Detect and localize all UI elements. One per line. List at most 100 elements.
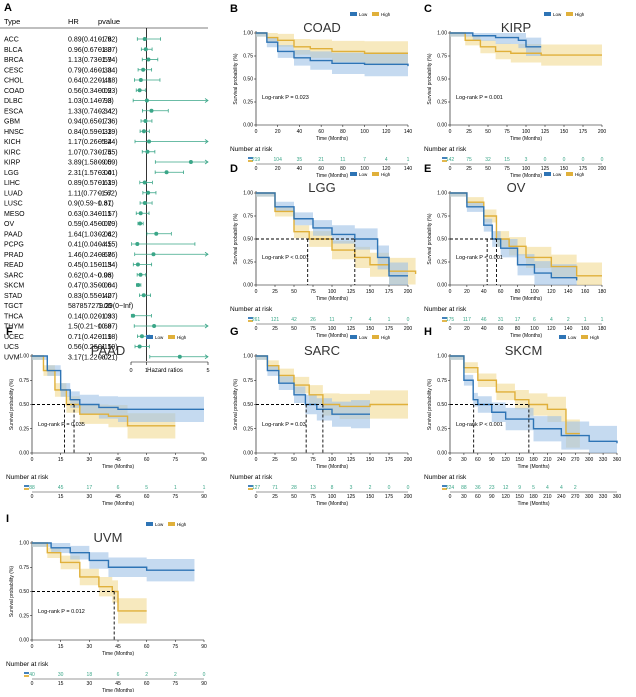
risk-count-low: 0 xyxy=(582,157,585,163)
forest-point xyxy=(142,201,147,205)
risk-count-low: 1 xyxy=(584,317,587,323)
forest-type-label: LGG xyxy=(4,170,19,177)
forest-hr-label: 0.89(0.57~1.39) xyxy=(68,180,118,187)
forest-col-hr: HR xyxy=(68,17,79,26)
forest-pvalue-label: 0.74 xyxy=(98,149,112,156)
km-x-tick-label: 20 xyxy=(275,129,281,135)
risk-x-tick-label: 160 xyxy=(581,326,590,332)
legend-label-high: High xyxy=(177,335,187,340)
forest-pvalue-label: 0.69 xyxy=(98,324,112,331)
km-x-tick-label: 150 xyxy=(366,289,375,295)
risk-count-low: 1 xyxy=(407,157,410,163)
km-x-tick-label: 40 xyxy=(297,129,303,135)
forest-pvalue-label: 0.33 xyxy=(98,129,112,136)
km-x-tick-label: 140 xyxy=(564,289,573,295)
risk-count-low: 2 xyxy=(174,672,177,678)
km-y-tick-label: 0.50 xyxy=(243,77,253,83)
km-y-tick-label: 0.00 xyxy=(243,451,253,457)
risk-count-low: 4 xyxy=(369,317,372,323)
km-y-tick-label: 0.25 xyxy=(19,613,29,619)
forest-type-label: PCPG xyxy=(4,242,24,249)
km-y-tick-label: 0.00 xyxy=(19,638,29,644)
forest-hr-label: 1.46(0.24~8.76) xyxy=(68,252,118,259)
legend-label-low: Low xyxy=(155,522,164,527)
forest-hr-label: 0.96(0.67~1.37) xyxy=(68,47,118,54)
km-x-tick-label: 50 xyxy=(291,289,297,295)
risk-count-low: 104 xyxy=(274,157,283,163)
risk-count-low: 35 xyxy=(297,157,303,163)
risk-x-tick-label: 0 xyxy=(31,494,34,500)
risk-count-low: 0 xyxy=(203,672,206,678)
km-title: KIRP xyxy=(501,20,531,35)
km-x-label: Time (Months) xyxy=(102,651,134,657)
forest-pvalue-label: 0.15 xyxy=(98,344,112,351)
forest-type-label: SARC xyxy=(4,272,23,279)
forest-pvalue-label: 0.68 xyxy=(98,252,112,259)
risk-x-tick-label: 360 xyxy=(613,494,622,500)
forest-hr-label: 0.94(0.65~1.36) xyxy=(68,119,118,126)
risk-x-tick-label: 100 xyxy=(530,326,539,332)
km-x-tick-label: 0 xyxy=(255,289,258,295)
forest-point xyxy=(152,324,157,328)
risk-x-label: Time (Months) xyxy=(316,333,348,339)
forest-ci-arrow xyxy=(204,98,209,103)
km-x-tick-label: 180 xyxy=(598,289,607,295)
km-y-label: Survival probability (%) xyxy=(427,379,433,430)
forest-hr-label: 0.64(0.22~1.88) xyxy=(68,78,118,85)
km-band-low xyxy=(256,33,408,80)
km-y-tick-label: 1.00 xyxy=(437,191,447,197)
forest-ci-arrow xyxy=(204,139,209,144)
km-pvalue: Log-rank P = 0.035 xyxy=(38,422,85,428)
km-x-tick-label: 60 xyxy=(144,457,150,463)
km-curve-low xyxy=(450,32,542,48)
km-x-tick-label: 80 xyxy=(340,129,346,135)
forest-type-label: THCA xyxy=(4,313,23,320)
legend-label-high: High xyxy=(381,172,391,177)
legend-swatch-high xyxy=(168,335,175,339)
risk-x-tick-label: 140 xyxy=(564,326,573,332)
forest-hr-label: 1.13(0.73~1.74) xyxy=(68,57,118,64)
forest-col-pvalue: pvalue xyxy=(98,17,120,26)
risk-x-tick-label: 80 xyxy=(340,166,346,172)
forest-type-label: UCS xyxy=(4,344,19,351)
forest-pvalue-label: 0.38 xyxy=(98,67,112,74)
forest-ci-arrow xyxy=(204,159,209,165)
forest-pvalue-label: 0.45 xyxy=(98,242,112,249)
legend-swatch-high xyxy=(372,12,379,16)
km-x-tick-label: 210 xyxy=(543,457,552,463)
km-y-tick-label: 0.00 xyxy=(437,283,447,289)
risk-title: Number at risk xyxy=(230,474,273,481)
forest-pvalue-label: 0.61 xyxy=(98,201,112,208)
risk-x-tick-label: 0 xyxy=(255,166,258,172)
forest-point xyxy=(142,180,147,185)
risk-x-tick-label: 200 xyxy=(404,326,413,332)
forest-hr-label: 0.47(0.35~0.64) xyxy=(68,283,118,290)
km-x-tick-label: 0 xyxy=(255,129,258,135)
risk-count-low: 2 xyxy=(145,672,148,678)
km-x-tick-label: 60 xyxy=(498,289,504,295)
forest-point xyxy=(136,283,141,287)
forest-type-label: PRAD xyxy=(4,252,23,259)
risk-x-label: Time (Months) xyxy=(517,501,549,507)
km-band-low xyxy=(32,543,195,583)
risk-count-low: 7 xyxy=(350,317,353,323)
km-y-tick-label: 0.00 xyxy=(437,451,447,457)
forest-type-label: CHOL xyxy=(4,78,24,85)
panel-label-a: A xyxy=(4,2,12,14)
km-panels: B COAD Low High 0.00 0.25 0.50 0.75 1.00 Survival… xyxy=(6,3,622,694)
risk-x-tick-label: 25 xyxy=(272,494,278,500)
km-x-tick-label: 200 xyxy=(404,289,413,295)
risk-x-tick-label: 45 xyxy=(115,494,121,500)
km-title: COAD xyxy=(303,20,341,35)
km-x-tick-label: 30 xyxy=(87,644,93,650)
km-y-tick-label: 0.50 xyxy=(437,402,447,408)
km-panel-letter: F xyxy=(6,326,13,338)
km-y-tick-label: 0.25 xyxy=(19,426,29,432)
risk-x-label: Time (Months) xyxy=(102,688,134,692)
km-curve-high xyxy=(450,192,602,277)
forest-pvalue-label: 0.02 xyxy=(98,354,112,361)
forest-pvalue-label: 0.00 xyxy=(98,221,112,228)
km-band-low xyxy=(32,356,204,424)
km-panel-letter: C xyxy=(424,3,432,15)
legend-label-high: High xyxy=(381,335,391,340)
